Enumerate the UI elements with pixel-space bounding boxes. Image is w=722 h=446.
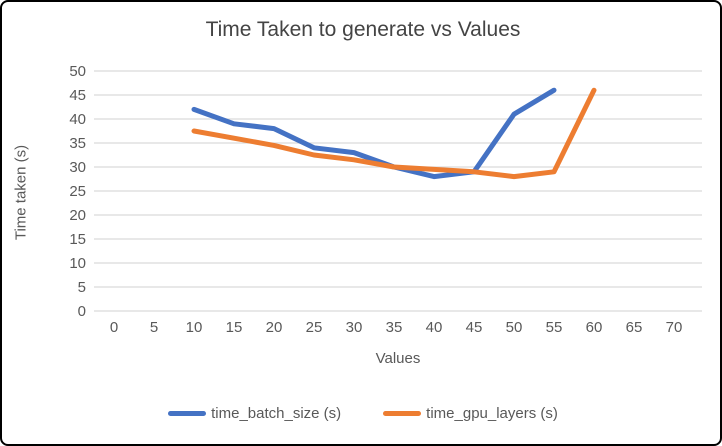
x-axis-title: Values: [375, 350, 421, 367]
x-tick-label: 10: [185, 319, 203, 336]
legend-line-swatch-orange: [383, 411, 422, 416]
legend-item-time-batch-size: time_batch_size (s): [168, 405, 341, 422]
y-tick-label: 35: [69, 135, 86, 152]
x-tick-label: 30: [345, 319, 363, 336]
y-tick-label: 5: [77, 279, 86, 296]
x-tick-label: 40: [425, 319, 443, 336]
legend-label-time-batch-size: time_batch_size (s): [211, 405, 342, 422]
y-tick-label: 50: [69, 63, 86, 80]
x-tick-label: 65: [625, 319, 643, 336]
x-tick-label: 20: [265, 319, 283, 336]
y-tick-label: 45: [69, 87, 86, 104]
x-tick-label: 60: [585, 319, 603, 336]
y-tick-label: 30: [69, 159, 86, 176]
y-axis-title: Time taken (s): [12, 144, 30, 241]
x-tick-label: 5: [149, 319, 159, 336]
x-tick-label: 25: [305, 319, 323, 336]
y-tick-label: 40: [69, 111, 86, 128]
series-line-time-batch-size-s-: [191, 87, 557, 180]
x-tick-label: 50: [505, 319, 523, 336]
chart-title: Time Taken to generate vs Values: [205, 18, 521, 41]
series-line-time-gpu-layers-s-: [191, 87, 597, 180]
legend-item-time-gpu-layers: time_gpu_layers (s): [383, 405, 558, 422]
legend-label-time-gpu-layers: time_gpu_layers (s): [426, 405, 558, 422]
y-tick-label: 25: [69, 183, 86, 200]
y-tick-label: 0: [77, 303, 86, 320]
x-tick-label: 35: [385, 319, 403, 336]
y-tick-label: 20: [69, 207, 86, 224]
y-tick-label: 10: [69, 255, 86, 272]
legend-line-swatch-blue: [168, 411, 207, 416]
legend: time_batch_size (s) time_gpu_layers (s): [2, 405, 720, 422]
x-tick-label: 15: [225, 319, 243, 336]
x-tick-label: 70: [665, 319, 683, 336]
x-tick-label: 0: [109, 319, 119, 336]
x-tick-label: 45: [465, 319, 483, 336]
x-tick-label: 55: [545, 319, 563, 336]
y-tick-label: 15: [69, 231, 86, 248]
